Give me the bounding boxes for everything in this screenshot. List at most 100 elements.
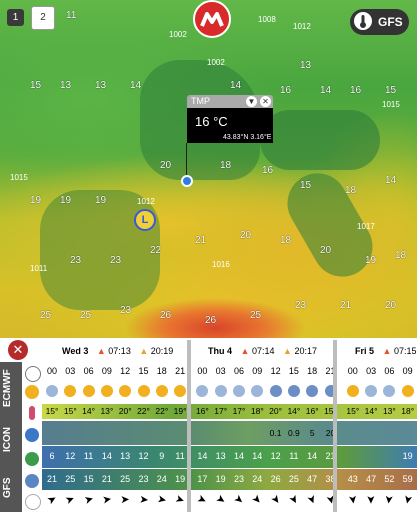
map-temp-label: 18: [220, 160, 232, 171]
hour-cell: 15: [288, 366, 299, 376]
close-forecast-icon[interactable]: ✕: [8, 340, 28, 360]
weather-icon: [345, 384, 361, 402]
hour-cell: 12: [120, 366, 131, 376]
temperature-cell: 18°: [401, 406, 415, 416]
gust-cell: 47: [366, 474, 377, 484]
gust-cell: 15: [83, 474, 94, 484]
hour-cell: 03: [65, 366, 76, 376]
hour-cell: 00: [347, 366, 358, 376]
wind-direction-icon: ➤: [231, 492, 247, 508]
sun-icon: [174, 385, 187, 397]
wind-cell: 11: [83, 451, 94, 461]
gust-cell: 43: [347, 474, 358, 484]
sunrise-icon: ▲: [382, 346, 392, 356]
location-pin-icon[interactable]: [181, 175, 193, 187]
sunrise-time: 07:13: [108, 346, 131, 356]
pin-line: [186, 143, 187, 179]
weather-icon: [268, 384, 284, 402]
map-temp-label: 15: [30, 80, 42, 91]
wind-direction-icon: ➤: [364, 494, 377, 505]
app-logo[interactable]: [193, 0, 231, 38]
isobar-label: 1012: [137, 197, 155, 206]
sun-icon: [155, 385, 168, 397]
map-temp-label: 14: [230, 80, 242, 91]
hour-cell: 21: [175, 366, 186, 376]
gust-cell: 59: [402, 474, 413, 484]
temperature-cell: 22°: [155, 406, 169, 416]
map-temp-label: 22: [150, 245, 162, 256]
wind-cell: 6: [49, 451, 55, 461]
map-temp-label: 21: [340, 300, 352, 311]
day-header: Fri 5 ▲ 07:15: [355, 346, 417, 356]
sunset-time: 20:19: [150, 346, 174, 356]
isobar-label: 1008: [258, 15, 276, 24]
model-label-icon[interactable]: ICON: [2, 427, 13, 453]
weather-icon: [117, 384, 133, 402]
sun-icon: [401, 385, 414, 397]
map-temp-label: 25: [250, 310, 262, 321]
wind-cell: 14: [197, 451, 208, 461]
wind-cell: 9: [159, 451, 165, 461]
tooltip-title: TMP: [191, 96, 210, 106]
day-separator: [187, 340, 191, 512]
weather-icon: [231, 384, 247, 402]
gust-cell: 21: [101, 474, 112, 484]
gust-cell: 38: [325, 474, 336, 484]
map-temp-label: 16: [280, 85, 292, 96]
map-temp-label: 11: [66, 10, 77, 21]
wind-cell: 21: [325, 451, 336, 461]
layer-1-button[interactable]: 1: [7, 9, 24, 26]
weather-icon: [81, 384, 97, 402]
cloud-icon: [251, 385, 264, 397]
wind-icon: [25, 452, 39, 466]
tooltip-expand-icon[interactable]: ▼: [246, 96, 257, 107]
weather-icon: [172, 384, 188, 402]
gust-cell: 25: [65, 474, 76, 484]
gust-row: 21 25 15 21 25 23 24 19 17 19 23 24 26 25 47 38 43 47 52 59…: [42, 469, 417, 490]
low-pressure-badge: L: [134, 209, 156, 231]
weather-icon: [249, 384, 265, 402]
sunrise-icon: ▲: [96, 346, 106, 356]
day-label: Thu 4: [208, 346, 232, 356]
logo-icon: [200, 12, 224, 27]
temperature-cell: 15°: [63, 406, 77, 416]
model-label-gfs[interactable]: GFS: [2, 477, 13, 499]
wind-direction-icon: ➤: [155, 493, 168, 507]
wind-cell: 13: [120, 451, 131, 461]
tooltip-close-icon[interactable]: ✕: [260, 96, 271, 107]
wind-direction-icon: ➤: [304, 493, 320, 507]
map-temp-label: 20: [385, 300, 397, 311]
wind-direction-icon: ➤: [213, 492, 228, 508]
row-icons: [22, 362, 42, 512]
hour-cell: 15: [138, 366, 149, 376]
layer-2-button[interactable]: 2: [31, 6, 55, 30]
map-temp-label: 23: [120, 305, 132, 316]
sunrise-time: 07:14: [251, 346, 275, 356]
map-temp-label: 14: [385, 175, 397, 186]
temperature-cell: 15°: [45, 406, 59, 416]
hour-cell: 18: [156, 366, 167, 376]
wind-direction-icon: ➤: [45, 492, 60, 508]
cloud-icon: [196, 385, 209, 397]
weather-map[interactable]: 1002 1008 1012 1015 1015 1012 1011 1017 …: [0, 0, 417, 338]
temperature-cell: 15°: [324, 406, 337, 416]
model-select-button[interactable]: GFS: [350, 9, 409, 35]
map-temp-label: 16: [262, 165, 274, 176]
weather-icon: [400, 384, 416, 402]
cloud-icon: [214, 385, 227, 397]
map-temp-label: 18: [395, 250, 407, 261]
weather-icon: [304, 384, 320, 402]
isobar-label: 1002: [207, 58, 225, 67]
point-tooltip[interactable]: TMP ▼ ✕ 16 °C 43.83°N 3.16°E: [187, 95, 273, 143]
raindrop-icon: [25, 428, 39, 442]
wind-cell: 11: [289, 451, 299, 461]
hour-cell: 03: [215, 366, 226, 376]
model-label-ecmwf[interactable]: ECMWF: [2, 369, 13, 407]
temperature-cell: 14°: [364, 406, 378, 416]
hour-cell: 09: [402, 366, 413, 376]
weather-icon: [44, 384, 60, 402]
isobar-label: 1011: [30, 264, 48, 273]
temperature-cell: 14°: [82, 406, 96, 416]
rain-icon: [269, 385, 282, 397]
map-temp-label: 19: [365, 255, 377, 266]
